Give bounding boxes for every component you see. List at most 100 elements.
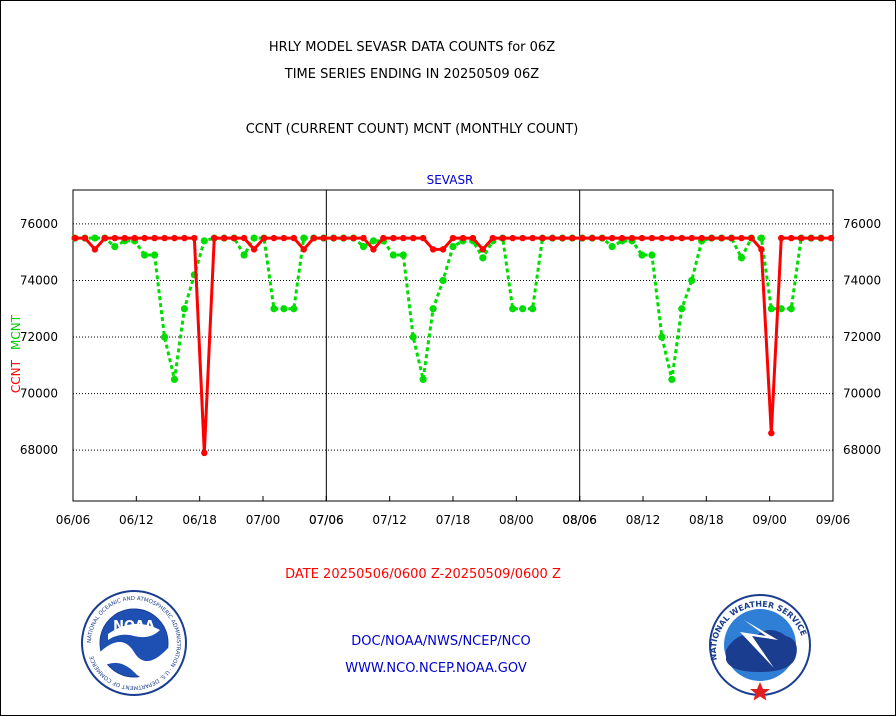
x-tick-label: 07/06: [309, 513, 344, 527]
series-ccnt-point: [240, 234, 248, 242]
series-ccnt-point: [718, 234, 725, 242]
series-ccnt-point: [748, 234, 755, 242]
series-ccnt-point: [499, 234, 506, 242]
series-mcnt-point: [111, 242, 119, 251]
series-ccnt-point: [529, 234, 536, 242]
series-ccnt-point: [141, 234, 148, 242]
series-mcnt-point: [290, 305, 298, 313]
series-ccnt-point: [260, 234, 268, 242]
y-tick-label-left: 74000: [20, 273, 58, 287]
y-tick-label-left: 68000: [20, 443, 58, 457]
series-ccnt-point: [678, 234, 685, 242]
series-ccnt-point: [439, 246, 447, 253]
series-ccnt-point: [250, 246, 258, 253]
series-ccnt-point: [698, 234, 705, 242]
series-ccnt-point: [81, 234, 89, 242]
series-ccnt-point: [708, 234, 715, 242]
series-mcnt-point: [767, 305, 775, 313]
series-ccnt-point: [489, 234, 496, 242]
series-mcnt-point: [678, 305, 686, 313]
x-tick-label: 07/18: [436, 513, 471, 527]
nws-logo-icon: NATIONAL WEATHER SERVICE: [709, 594, 811, 701]
series-ccnt-point: [569, 234, 576, 242]
y-label-ccnt: CCNT: [9, 359, 23, 393]
x-tick-label: 06/18: [182, 513, 217, 527]
series-mcnt-point: [688, 276, 696, 285]
series-ccnt-point: [778, 234, 785, 242]
series-ccnt-point: [230, 234, 238, 242]
y-tick-label-right: 74000: [843, 273, 881, 287]
series-ccnt-point: [768, 429, 775, 437]
series-mcnt-point: [519, 305, 527, 313]
series-mcnt-point: [757, 234, 765, 242]
series-ccnt-point: [817, 234, 825, 242]
series-ccnt-point: [658, 234, 666, 242]
series-ccnt-point: [419, 234, 427, 242]
series-ccnt-point: [688, 234, 695, 242]
series-ccnt-point: [360, 234, 367, 242]
date-range-label: DATE 20250506/0600 Z-20250509/0600 Z: [285, 567, 561, 582]
series-ccnt-point: [400, 234, 407, 242]
series-ccnt-point: [300, 246, 307, 253]
y-tick-label-left: 72000: [20, 330, 58, 344]
series-ccnt-point: [380, 234, 387, 242]
series-ccnt-point: [429, 246, 437, 253]
series-mcnt-point: [170, 375, 179, 384]
series-ccnt-point: [728, 234, 735, 242]
series-mcnt-point: [200, 237, 208, 245]
series-mcnt-point: [528, 305, 537, 313]
series-ccnt-point: [270, 234, 278, 242]
series-ccnt-point: [608, 234, 616, 242]
series-ccnt-point: [449, 234, 457, 242]
y-tick-labels: 68000 68000 70000 70000 72000 72000 74000 74000…: [20, 217, 881, 457]
series-ccnt-point: [280, 234, 288, 242]
series-ccnt-point: [579, 234, 586, 242]
series-ccnt-point: [91, 246, 99, 253]
grid-lines: [73, 223, 833, 451]
series-mcnt-point: [777, 305, 785, 313]
noaa-logo-text: NOAA: [113, 619, 155, 634]
series-ccnt-point: [340, 234, 347, 242]
series-mcnt-point: [638, 251, 646, 259]
x-tick-label: 07/00: [246, 513, 281, 527]
x-tick-label: 07/06: [309, 513, 344, 527]
series-mcnt-point: [429, 305, 437, 313]
series-ccnt-point: [599, 234, 606, 242]
series-ccnt-point: [738, 234, 745, 242]
series-ccnt-point: [797, 234, 805, 242]
series-ccnt-point: [350, 234, 357, 242]
noaa-logo-icon: NOAA NATIONAL OCEANIC AND ATMOSPHERIC AD…: [81, 590, 187, 696]
y-tick-label-right: 72000: [843, 330, 881, 344]
series-layer: [71, 234, 835, 457]
series-ccnt-point: [390, 234, 397, 242]
chart-subtitle: CCNT (CURRENT COUNT) MCNT (MONTHLY COUNT…: [246, 122, 579, 137]
series-ccnt-point: [758, 246, 765, 253]
series-ccnt-point: [121, 234, 128, 242]
panel-label: SEVASR: [427, 173, 474, 187]
series-ccnt-point: [827, 234, 835, 242]
series-mcnt-point: [399, 251, 407, 259]
series-mcnt-point: [419, 375, 427, 384]
series-ccnt-point: [191, 234, 198, 242]
series-ccnt-point: [479, 246, 487, 253]
series-ccnt-point: [648, 234, 656, 242]
x-tick-label: 07/12: [372, 513, 407, 527]
series-ccnt-point: [618, 234, 626, 242]
x-tick-label: 06/06: [56, 513, 91, 527]
series-mcnt-point: [509, 305, 517, 313]
series-mcnt-point: [409, 333, 417, 341]
series-ccnt-point: [668, 234, 676, 242]
y-axis-label: CCNT MCNT: [9, 314, 23, 393]
series-mcnt-point: [240, 251, 248, 259]
x-tick-label: 09/06: [816, 513, 851, 527]
series-ccnt-point: [201, 449, 208, 457]
y-label-mcnt: MCNT: [9, 314, 23, 350]
series-ccnt-point: [539, 234, 546, 242]
series-mcnt-point: [479, 254, 487, 262]
series-ccnt-point: [807, 234, 815, 242]
x-tick-label: 06/12: [119, 513, 154, 527]
x-tick-label: 09/00: [752, 513, 787, 527]
series-ccnt-point: [71, 234, 79, 242]
